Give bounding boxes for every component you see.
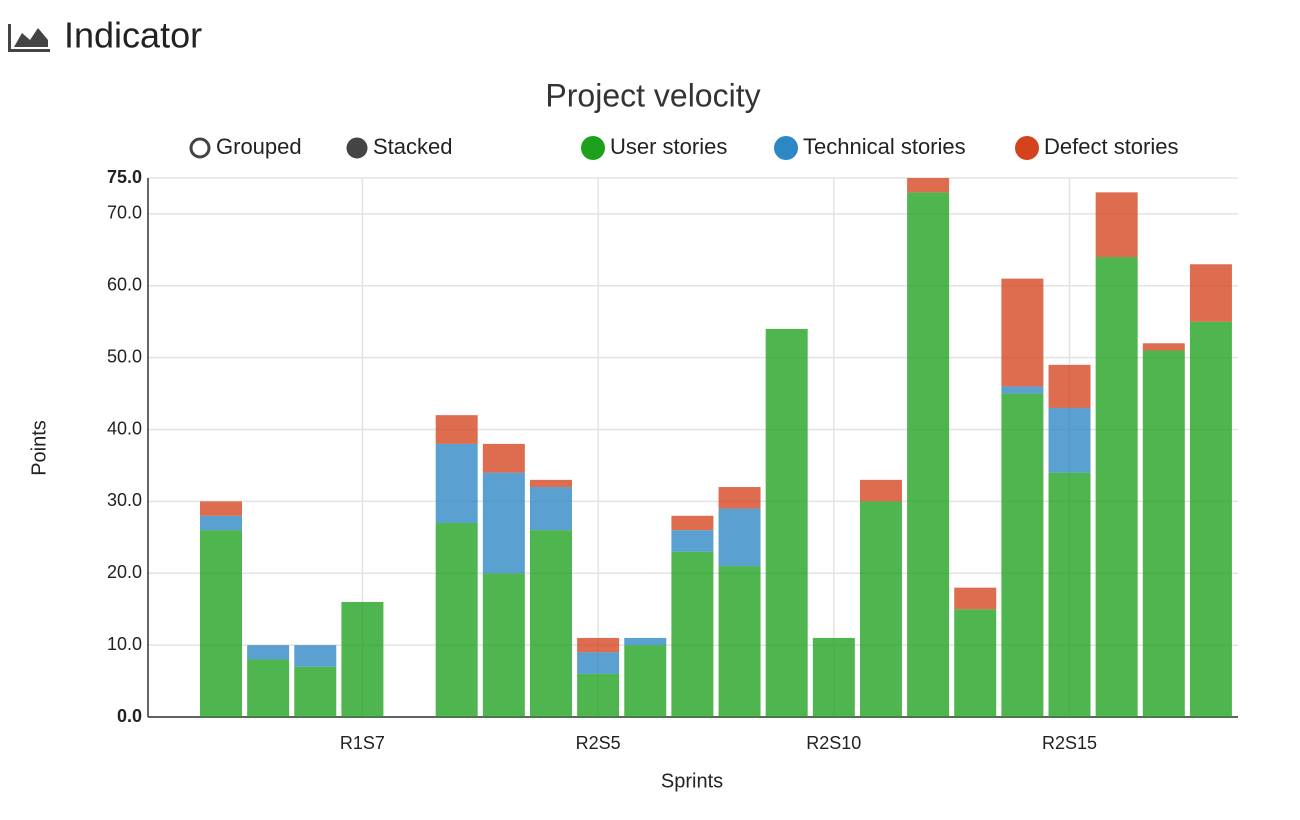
x-axis-label: Sprints (661, 770, 723, 792)
bar-segment (1142, 350, 1185, 717)
bar-segment (577, 652, 620, 674)
y-tick-label: 0.0 (117, 706, 142, 726)
bar-segment (294, 645, 337, 667)
bar-segment (671, 515, 714, 531)
legend-label[interactable]: Technical stories (803, 134, 966, 159)
bar-segment (294, 666, 337, 717)
mode-toggle[interactable] (346, 137, 368, 159)
bar-segment (954, 587, 997, 610)
bar-segment (624, 637, 667, 646)
bar-segment (718, 508, 761, 567)
bar-segment (200, 501, 242, 516)
bar-segment (200, 530, 242, 717)
mode-label[interactable]: Stacked (373, 134, 453, 159)
bar-segment (435, 522, 478, 717)
bar-segment (1189, 264, 1232, 322)
bar-segment (1001, 386, 1044, 394)
x-tick-label: R2S5 (576, 733, 621, 753)
bar-segment (577, 637, 620, 653)
x-tick-label: R2S15 (1042, 733, 1097, 753)
bar-segment (435, 443, 478, 523)
bar-segment (529, 479, 572, 488)
bar-segment (529, 530, 572, 717)
bar-segment (1095, 257, 1138, 717)
chart-title: Project velocity (545, 77, 760, 113)
bar-segment (577, 673, 620, 717)
y-tick-label: 70.0 (107, 203, 142, 223)
y-tick-label: 60.0 (107, 275, 142, 295)
bar-segment (718, 487, 761, 509)
mode-toggle[interactable] (189, 137, 211, 159)
y-tick-label: 20.0 (107, 562, 142, 582)
bar-segment (1048, 364, 1091, 408)
bar-segment (341, 602, 384, 717)
bar-segment (482, 472, 525, 574)
bar-segment (1001, 393, 1044, 717)
bar-segment (247, 645, 290, 660)
bar-segment (859, 479, 902, 502)
bar-segment (1189, 321, 1232, 717)
bar-segment (1095, 192, 1138, 258)
legend-label[interactable]: User stories (610, 134, 727, 159)
header-icon (8, 24, 50, 52)
y-tick-label: 40.0 (107, 418, 142, 438)
mode-label[interactable]: Grouped (216, 134, 302, 159)
bar-segment (247, 659, 290, 717)
bar-segment (624, 645, 667, 717)
y-tick-label: 50.0 (107, 346, 142, 366)
bar-segment (671, 551, 714, 717)
bar-segment (907, 178, 950, 193)
legend-swatch[interactable] (774, 136, 798, 160)
bar-segment (765, 328, 808, 717)
bar-segment (907, 192, 950, 717)
legend-swatch[interactable] (1015, 136, 1039, 160)
bar-segment (671, 530, 714, 552)
y-tick-label: 30.0 (107, 490, 142, 510)
bar-segment (200, 515, 242, 531)
y-axis-label: Points (28, 420, 50, 476)
bar-segment (812, 637, 855, 717)
bar-segment (529, 487, 572, 531)
bar-segment (482, 443, 525, 473)
x-tick-label: R2S10 (806, 733, 861, 753)
legend-swatch[interactable] (581, 136, 605, 160)
bar-segment (1001, 278, 1044, 387)
bar-segment (482, 573, 525, 717)
y-tick-label: 10.0 (107, 634, 142, 654)
header-title: Indicator (64, 15, 202, 56)
legend-label[interactable]: Defect stories (1044, 134, 1179, 159)
bar-segment (859, 501, 902, 717)
bar-segment (718, 566, 761, 717)
bar-segment (435, 415, 478, 444)
bar-segment (1048, 407, 1091, 473)
y-tick-label: 75.0 (107, 167, 142, 187)
bar-segment (1142, 343, 1185, 351)
bar-segment (954, 609, 997, 717)
x-tick-label: R1S7 (340, 733, 385, 753)
bar-segment (1048, 472, 1091, 717)
